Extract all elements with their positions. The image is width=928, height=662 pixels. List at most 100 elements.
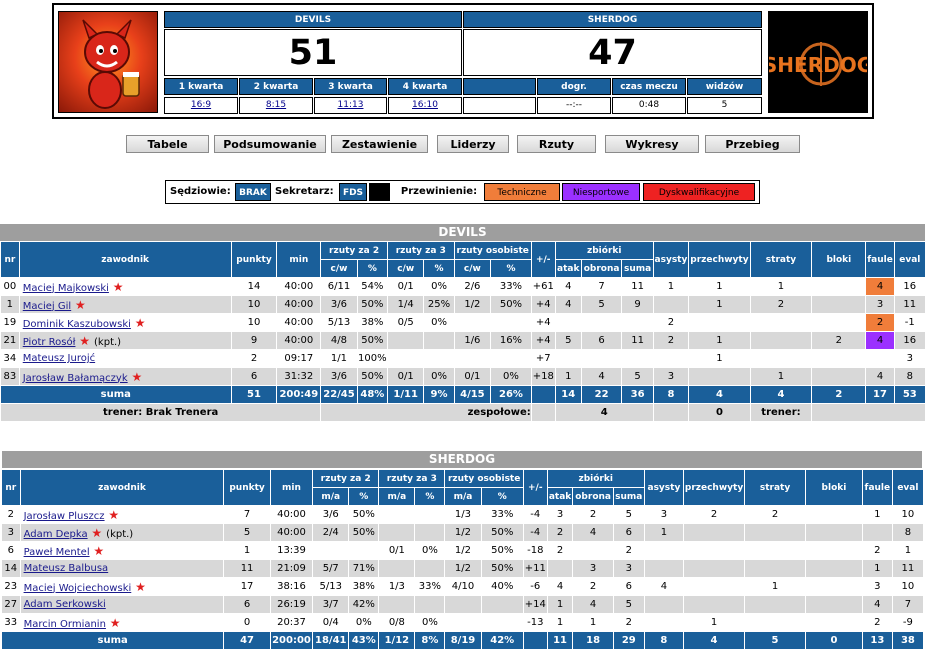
stat-pf: 4 <box>866 332 894 349</box>
stat-pf <box>866 350 894 367</box>
stat-f2 <box>313 542 349 559</box>
player-name-cell: Maciej Wojciechowski ★ <box>20 578 224 595</box>
stat-p3: 33% <box>415 578 445 595</box>
player-link[interactable]: Maciej Gil <box>22 300 72 312</box>
stat-p3: 0% <box>424 368 454 385</box>
stat-ft: 1/2 <box>454 296 491 313</box>
stat-to <box>745 524 806 541</box>
player-link[interactable]: Dominik Kaszubowski <box>22 318 131 330</box>
stat-stl: 1 <box>689 332 750 349</box>
stat-pts: 10 <box>231 314 277 331</box>
stat-f2: 5/13 <box>313 578 349 595</box>
quarter-4-score[interactable]: 16:10 <box>388 97 462 114</box>
header-nr: nr <box>1 242 19 277</box>
stat-f2: 3/7 <box>313 596 349 613</box>
nav-zestawienie-button[interactable]: Zestawienie <box>331 135 428 153</box>
player-name-cell: Adam Depka ★ (kpt.) <box>20 524 224 541</box>
header-fg3: rzuty za 3 <box>379 470 445 487</box>
stat-stl: 2 <box>684 506 745 523</box>
stat-ft <box>445 596 481 613</box>
stat-stl <box>684 524 745 541</box>
stat-ft: 2/6 <box>454 278 491 295</box>
player-link[interactable]: Adam Depka <box>23 528 88 540</box>
header-min: min <box>277 242 321 277</box>
quarter-1-score[interactable]: 16:9 <box>164 97 238 114</box>
quarter-1-link[interactable]: 16:9 <box>190 100 212 110</box>
stat-ast: 4 <box>644 578 684 595</box>
sum-p3: 8% <box>415 632 445 649</box>
player-link[interactable]: Adam Serkowski <box>23 599 106 610</box>
header-fg2: rzuty za 2 <box>321 242 387 259</box>
player-number: 27 <box>2 596 20 613</box>
overtime-value: --:-- <box>537 97 611 114</box>
subheader-obrona: obrona <box>573 488 613 505</box>
quarter-2-score[interactable]: 8:15 <box>239 97 313 114</box>
player-link[interactable]: Paweł Mentel <box>23 546 90 558</box>
stat-pft: 33% <box>491 278 531 295</box>
player-number: 83 <box>1 368 19 385</box>
quarter-2-link[interactable]: 8:15 <box>265 100 287 110</box>
stat-f2: 1/1 <box>321 350 357 367</box>
player-link[interactable]: Maciej Majkowski <box>22 282 109 294</box>
stat-rs: 2 <box>613 614 644 631</box>
stat-f2: 4/8 <box>321 332 357 349</box>
sum-blk: 2 <box>812 386 866 403</box>
player-link[interactable]: Maciej Wojciechowski <box>23 582 132 594</box>
player-name-cell: Marcin Ormianin ★ <box>20 614 224 631</box>
stat-ast: 3 <box>653 368 689 385</box>
stat-p3 <box>415 524 445 541</box>
player-link[interactable]: Mateusz Jurojć <box>22 353 96 364</box>
sum-pm <box>531 386 555 403</box>
quarter-4-link[interactable]: 16:10 <box>412 100 438 110</box>
header-to: straty <box>745 470 806 505</box>
quarter-3-link[interactable]: 11:13 <box>337 100 364 110</box>
header-pm: +/- <box>523 470 547 505</box>
sum-row: suma 51 200:49 22/45 48% 1/11 9% 4/15 26% 14 22 36 8… <box>1 386 925 403</box>
player-link[interactable]: Jarosław Pluszcz <box>23 510 105 522</box>
stat-ast <box>653 350 689 367</box>
stat-eval: -9 <box>892 614 923 631</box>
stat-ra: 1 <box>547 614 573 631</box>
subheader-suma: suma <box>622 260 653 277</box>
subheader-pct: % <box>491 260 531 277</box>
player-link[interactable]: Mateusz Balbusa <box>23 563 109 574</box>
player-link[interactable]: Marcin Ormianin <box>23 618 106 630</box>
stat-pm: +11 <box>523 560 547 577</box>
player-link[interactable]: Jarosław Bałamączyk <box>22 372 128 384</box>
nav-tabele-button[interactable]: Tabele <box>126 135 209 153</box>
stat-pm: +18 <box>531 368 555 385</box>
nav-liderzy-button[interactable]: Liderzy <box>437 135 509 153</box>
player-name-cell: Dominik Kaszubowski ★ <box>19 314 231 331</box>
stat-stl: 1 <box>689 350 750 367</box>
header-pf: faule <box>862 470 892 505</box>
stat-f2: 5/7 <box>313 560 349 577</box>
sum-pf: 13 <box>862 632 892 649</box>
sum-min: 200:00 <box>270 632 313 649</box>
stat-pts: 2 <box>231 350 277 367</box>
stat-ra: 4 <box>555 278 581 295</box>
stat-ra <box>547 560 573 577</box>
stat-blk <box>812 350 866 367</box>
stat-ra: 3 <box>547 506 573 523</box>
nav-wykresy-button[interactable]: Wykresy <box>605 135 699 153</box>
sherdog-banner: SHERDOG <box>2 451 922 468</box>
nav-przebieg-button[interactable]: Przebieg <box>705 135 800 153</box>
stat-ro: 7 <box>581 278 622 295</box>
away-team-name: SHERDOG <box>463 11 762 28</box>
stat-p2: 0% <box>349 614 379 631</box>
header-stl: przechwyty <box>689 242 750 277</box>
stat-rs: 5 <box>613 506 644 523</box>
stat-pts: 6 <box>224 596 270 613</box>
stat-ast <box>653 296 689 313</box>
stat-blk <box>806 596 862 613</box>
stat-to <box>745 614 806 631</box>
player-link[interactable]: Piotr Rosół <box>22 336 76 348</box>
stat-pft <box>491 350 531 367</box>
stat-p2: 50% <box>349 506 379 523</box>
nav-podsumowanie-button[interactable]: Podsumowanie <box>214 135 326 153</box>
quarter-3-score[interactable]: 11:13 <box>314 97 387 114</box>
nav-rzuty-button[interactable]: Rzuty <box>517 135 596 153</box>
scoreboard: SHERDOG DEVILS SHERDOG 51 47 1 kwarta 2 … <box>52 3 874 119</box>
stat-ro: 4 <box>581 368 622 385</box>
stat-pft <box>481 614 523 631</box>
